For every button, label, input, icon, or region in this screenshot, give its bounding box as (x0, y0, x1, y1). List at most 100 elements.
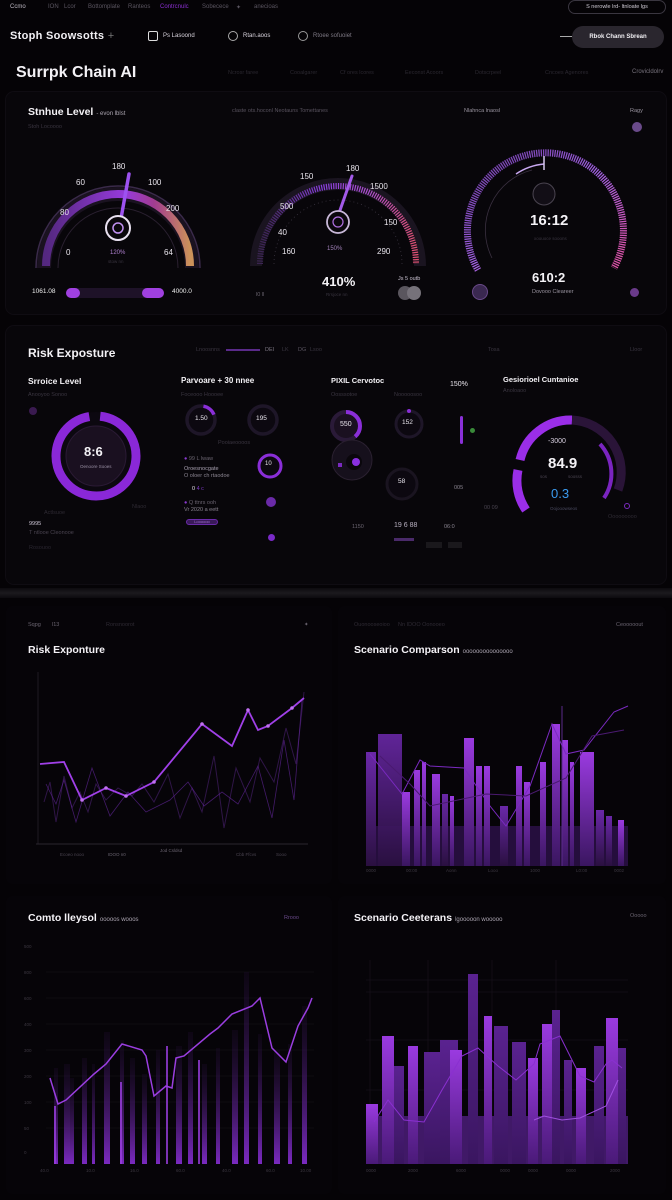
pixel-bottom-val-1: 1150 (352, 524, 364, 530)
range-handle-right[interactable] (142, 288, 164, 298)
status-pill[interactable]: S nerowle lrd- ltnloate lgs (568, 0, 666, 14)
subnav-item[interactable]: Cncoes Agenores (545, 70, 589, 76)
nav-item-home[interactable]: Ccmo (10, 4, 26, 10)
header-refresh-button[interactable]: Rtan.aoos (228, 31, 270, 41)
procurement-list-item[interactable]: 0 4 c (192, 486, 204, 492)
legend-item[interactable]: Jod Csldsd (160, 848, 183, 853)
gauge2-tick: 150 (384, 218, 398, 227)
nav-item[interactable]: Bottomplate (88, 4, 121, 10)
sparkle-icon[interactable]: ✦ (236, 5, 242, 11)
chart2-header-left[interactable]: Ouonooseoioo (354, 622, 390, 628)
speed-gauge (250, 174, 426, 267)
risk-toolbar-item[interactable]: LK (282, 347, 289, 353)
pixel-button-1[interactable] (426, 542, 442, 548)
subnav-item[interactable]: Cf ores lcores (340, 70, 374, 76)
geo-dot[interactable] (624, 503, 630, 509)
header-search-button[interactable]: Rtoee sofuoiet (298, 31, 352, 41)
pixel-vertical-slider[interactable] (460, 416, 463, 444)
nav-item[interactable]: anecioas (254, 4, 279, 10)
service-foot-sub: T ntlooe Cleonooe (29, 530, 74, 536)
risk-exponture-chart-panel (6, 606, 332, 884)
risk-toolbar-item[interactable]: DEI (265, 347, 275, 353)
subnav-right-link[interactable]: Crovicldolrv (632, 69, 664, 75)
procurement-list-item[interactable]: ● 99 L lwaw (184, 456, 214, 462)
risk-toolbar-right[interactable]: Lloor (630, 347, 643, 353)
chart4-header-right[interactable]: Ooooo (630, 913, 647, 919)
gauge2-value-sub: Rrsjoce nn (326, 292, 348, 297)
gauge3-dot[interactable] (630, 288, 639, 297)
nav-item[interactable]: ION (48, 4, 59, 10)
risk-toolbar-item[interactable]: Lsoo (310, 347, 322, 353)
pixel-button-2[interactable] (448, 542, 462, 548)
procurement-tag[interactable]: Loooooo (186, 519, 218, 525)
x-tick: 0000 (528, 1168, 539, 1173)
gauge3-play-button[interactable] (472, 284, 488, 300)
pixel-knob[interactable] (330, 438, 374, 482)
nav-item[interactable]: Sobecece (202, 4, 229, 10)
risk-toolbar-mid[interactable]: Tosa (488, 347, 500, 353)
chart1-header-mid[interactable]: Ronsnoorot (106, 622, 135, 628)
range-handle-left[interactable] (66, 288, 80, 298)
chart2-header-left2[interactable]: Nn IDOO Oonooeo (398, 622, 445, 628)
x-tick: 40.0 (40, 1168, 49, 1173)
procurement-list-item[interactable]: ● Q ttnrs ooh (184, 500, 217, 506)
chart3-y-axis: 500 800 600 400 300 200 100 50 0 (24, 944, 38, 1174)
risk-toolbar-item[interactable]: DG (298, 347, 307, 353)
procurement-list-item[interactable]: Vr 2020 a eett (184, 507, 219, 513)
service-level-dot[interactable] (29, 407, 37, 415)
x-tick: 40.0 (222, 1168, 231, 1173)
procurement-ring-3-value: 10 (265, 461, 272, 467)
legend-item[interactable]: Cbb Ffcvs (236, 852, 257, 857)
gauge3-settings-dot[interactable] (632, 122, 642, 132)
legend-item[interactable]: Sooo (276, 852, 287, 857)
geo-accent-value: 0.3 (551, 486, 570, 501)
procurement-dot-2[interactable] (268, 534, 275, 541)
procurement-list-item[interactable]: Oroesnocgate (184, 466, 219, 472)
subnav-item[interactable]: Cooalgarer (290, 70, 318, 76)
service-level-subtitle: Anooyoo Sonoo (28, 392, 68, 398)
y-tick: 400 (24, 1022, 32, 1027)
y-tick: 500 (24, 944, 32, 949)
service-foot-sub2: Rosouoo (29, 545, 52, 551)
cta-button[interactable]: Rbok Chann Sbrean (572, 26, 664, 48)
brand[interactable]: Stoph Soowsotts + (10, 30, 114, 42)
legend-item[interactable]: IDOO n0 (108, 852, 126, 857)
pixel-bottom-val-2: 19 6 88 (394, 522, 418, 529)
nav-item-active[interactable]: Contrcnulc (160, 4, 189, 10)
chart1-header-left2[interactable]: l13 (52, 622, 60, 628)
pixel-side-label: 00 09 (484, 505, 498, 511)
risk-toolbar-item[interactable]: Lnoosnns (196, 347, 220, 353)
x-tick: 0000 (366, 1168, 377, 1173)
risk-toolbar-slider[interactable] (226, 349, 260, 351)
subnav-item[interactable]: Ncrosr faree (228, 70, 259, 76)
subnav-item[interactable]: Dotscrpeel (475, 70, 502, 76)
chart1-header-left[interactable]: Sqpg (28, 622, 41, 628)
gauge3-right-label: Ragy (630, 108, 643, 114)
x-tick: Looo (488, 868, 499, 873)
procurement-list-item[interactable]: O oloer ch rtaodoe (184, 473, 230, 479)
subnav-item[interactable]: Eeconst Acoors (405, 70, 444, 76)
header-item-label: Ps Lasoond (163, 33, 195, 39)
gauge3-time-sub: xoouoce sooons (534, 236, 567, 241)
nav-item[interactable]: Lcor (64, 4, 76, 10)
chart2-header-right[interactable]: Ceooooout (616, 622, 643, 628)
nav-item[interactable]: Ranteos (128, 4, 151, 10)
x-tick: 0000 (500, 1168, 511, 1173)
gauge1-tick: 60 (76, 178, 85, 187)
y-tick: 300 (24, 1048, 32, 1053)
procurement-dot[interactable] (266, 497, 276, 507)
scenario-ceeterans-chart (366, 960, 628, 1164)
pixel-ring-2 (394, 409, 424, 439)
toggle-switch[interactable] (398, 286, 422, 300)
header-team-button[interactable]: Ps Lasoond (148, 31, 195, 41)
x-tick: 2000 (408, 1168, 419, 1173)
legend-item[interactable]: Ecoeo nooo (60, 852, 85, 857)
procurement-ring-2-value: 195 (256, 415, 267, 422)
gauge1-center-sub: stow nn (108, 259, 124, 264)
chart3-header-right[interactable]: Rrooo (284, 915, 299, 921)
procurement-subtitle: Foceooo Hoooee (181, 392, 224, 398)
gauge1-tick: 64 (164, 248, 173, 257)
chart1-header-icon[interactable]: ✦ (304, 622, 309, 628)
range-slider[interactable] (66, 288, 164, 298)
chart2-title: Scenario Comparson ooooooooooooooo (354, 644, 513, 656)
